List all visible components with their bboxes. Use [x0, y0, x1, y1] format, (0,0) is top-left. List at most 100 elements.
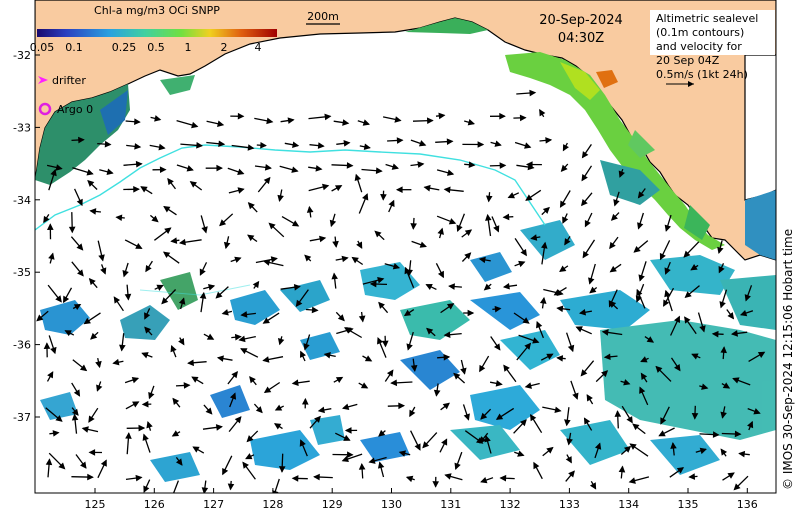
velocity-arrowhead — [78, 136, 85, 144]
velocity-arrowhead — [419, 241, 427, 248]
velocity-arrowhead — [234, 416, 242, 424]
velocity-arrowhead — [324, 113, 332, 121]
velocity-arrowhead — [529, 89, 537, 97]
velocity-arrowhead — [154, 115, 162, 122]
velocity-arrowhead — [699, 325, 706, 333]
scale-bar: 200m — [306, 10, 340, 25]
x-tick-label: 135 — [678, 498, 699, 511]
velocity-arrowhead — [186, 165, 194, 172]
velocity-arrowhead — [380, 193, 387, 201]
velocity-arrowhead — [564, 419, 571, 427]
velocity-arrow — [172, 480, 180, 493]
velocity-arrowhead — [545, 137, 553, 144]
velocity-arrowhead — [299, 350, 306, 358]
velocity-arrowhead — [418, 140, 427, 147]
velocity-arrowhead — [546, 353, 554, 360]
velocity-arrowhead — [542, 206, 550, 214]
scale-bar-label: 200m — [307, 10, 339, 23]
velocity-arrowhead — [199, 268, 206, 276]
velocity-arrowhead — [553, 289, 562, 296]
velocity-arrowhead — [223, 241, 231, 250]
velocity-arrowhead — [58, 462, 66, 470]
velocity-arrowhead — [278, 466, 286, 473]
velocity-arrowhead — [443, 331, 451, 338]
velocity-arrowhead — [406, 343, 413, 351]
colorbar-tick-label: 1 — [185, 41, 192, 54]
velocity-arrowhead — [453, 372, 461, 380]
velocity-arrowhead — [132, 401, 140, 408]
velocity-arrowhead — [125, 432, 132, 439]
velocity-arrowhead — [437, 270, 444, 279]
velocity-arrowhead — [73, 389, 81, 397]
velocity-arrowhead — [447, 169, 455, 176]
velocity-arrowhead — [319, 235, 327, 243]
velocity-arrowhead — [134, 118, 141, 125]
velocity-arrowhead — [43, 342, 51, 350]
velocity-arrowhead — [299, 439, 306, 447]
chlorophyll-patches — [35, 18, 776, 260]
velocity-arrowhead — [115, 214, 123, 222]
velocity-arrowhead — [135, 242, 143, 249]
y-tick-label: -33 — [13, 121, 31, 134]
velocity-arrowhead — [148, 391, 155, 400]
velocity-arrowhead — [658, 430, 666, 437]
velocity-arrowhead — [520, 248, 527, 257]
velocity-arrowhead — [164, 227, 172, 235]
argo-icon — [38, 102, 52, 116]
velocity-arrowhead — [757, 351, 766, 358]
velocity-arrowhead — [608, 300, 617, 308]
velocity-arrowhead — [541, 241, 548, 249]
velocity-arrowhead — [178, 297, 186, 305]
velocity-arrowhead — [342, 119, 350, 126]
velocity-arrowhead — [637, 191, 645, 199]
velocity-arrowhead — [731, 330, 739, 337]
velocity-arrowhead — [443, 354, 451, 361]
velocity-arrowhead — [580, 198, 588, 207]
velocity-arrowhead — [274, 404, 283, 411]
velocity-arrowhead — [216, 164, 224, 172]
velocity-arrowhead — [524, 382, 532, 389]
velocity-arrowhead — [55, 295, 62, 303]
velocity-arrowhead — [753, 408, 761, 415]
velocity-arrowhead — [410, 365, 418, 373]
velocity-arrowhead — [519, 114, 527, 122]
velocity-arrowhead — [229, 392, 237, 400]
velocity-arrowhead — [637, 222, 644, 230]
velocity-arrowhead — [151, 215, 159, 223]
velocity-arrowhead — [292, 141, 300, 149]
velocity-arrowhead — [135, 474, 143, 482]
velocity-arrowhead — [262, 317, 270, 324]
velocity-arrowhead — [495, 413, 504, 420]
drifter-icon — [38, 76, 48, 84]
velocity-arrowhead — [738, 450, 746, 458]
velocity-arrowhead — [448, 218, 457, 225]
velocity-arrowhead — [255, 406, 263, 414]
sealevel-contour — [35, 144, 546, 231]
velocity-arrowhead — [178, 338, 185, 346]
velocity-arrowhead — [237, 168, 245, 176]
velocity-arrowhead — [583, 417, 591, 425]
velocity-arrowhead — [144, 326, 152, 334]
x-tick-label: 133 — [559, 498, 580, 511]
velocity-arrowhead — [467, 309, 475, 317]
x-axis: 125 126 127 128 129 130 131 132 133 134 135 136 — [85, 488, 758, 511]
colorbar-tick-label: 4 — [255, 41, 262, 54]
velocity-arrowhead — [388, 199, 395, 207]
velocity-arrowhead — [559, 265, 567, 273]
velocity-arrowhead — [277, 194, 284, 203]
velocity-arrowhead — [564, 238, 571, 246]
credit-text: © IMOS 30-Sep-2024 12:15:06 Hobart time — [781, 229, 795, 490]
y-axis: -32 -33 -34 -35 -36 -37 — [13, 49, 40, 424]
velocity-arrowhead — [106, 168, 114, 175]
velocity-arrowhead — [192, 446, 200, 453]
velocity-arrowhead — [480, 476, 488, 484]
x-tick-label: 128 — [262, 498, 283, 511]
velocity-arrowhead — [390, 379, 398, 387]
velocity-arrowhead — [636, 288, 643, 297]
velocity-arrowhead — [247, 234, 255, 242]
velocity-arrowhead — [143, 485, 150, 493]
velocity-arrowhead — [247, 202, 255, 210]
velocity-arrowhead — [438, 112, 446, 120]
velocity-arrowhead — [477, 141, 485, 148]
velocity-arrowhead — [601, 370, 609, 378]
